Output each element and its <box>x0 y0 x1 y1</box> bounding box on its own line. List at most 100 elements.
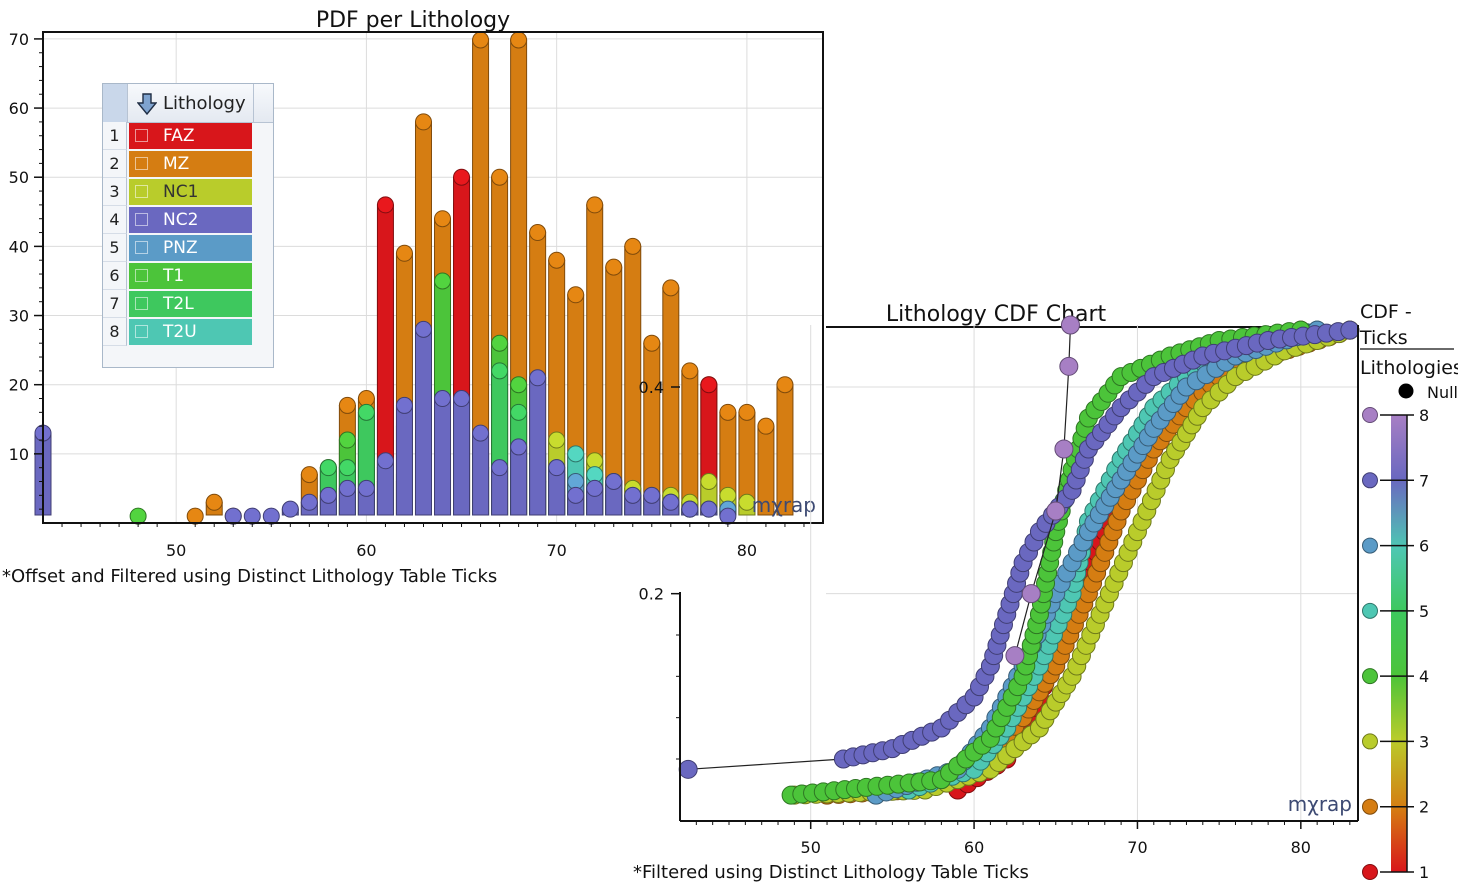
legend-swatch[interactable]: FAZ <box>129 123 252 149</box>
legend-row-mz[interactable]: 2 MZ <box>103 150 273 178</box>
cdf-point[interactable] <box>1059 356 1079 376</box>
pdf-point[interactable] <box>491 168 509 186</box>
pdf-point[interactable] <box>434 210 452 228</box>
pdf-point[interactable] <box>700 473 718 491</box>
pdf-point[interactable] <box>605 258 623 276</box>
legend-checkbox[interactable] <box>135 213 148 226</box>
pdf-point[interactable] <box>491 362 509 380</box>
pdf-point[interactable] <box>662 279 680 297</box>
pdf-point[interactable] <box>700 376 718 394</box>
pdf-point[interactable] <box>738 493 756 511</box>
pdf-point[interactable] <box>757 417 775 435</box>
pdf-point[interactable] <box>472 424 490 442</box>
legend-row-pnz[interactable]: 5 PNZ <box>103 234 273 262</box>
pdf-point[interactable] <box>357 479 375 497</box>
pdf-point[interactable] <box>643 486 661 504</box>
pdf-point[interactable] <box>338 459 356 477</box>
pdf-point[interactable] <box>357 403 375 421</box>
pdf-point[interactable] <box>414 320 432 338</box>
legend-swatch[interactable]: T2U <box>129 319 252 345</box>
legend-row-index: 1 <box>103 122 127 150</box>
pdf-point[interactable] <box>605 473 623 491</box>
pdf-point[interactable] <box>681 362 699 380</box>
color-scale-swatch <box>1362 602 1378 619</box>
legend-checkbox[interactable] <box>135 157 148 170</box>
legend-checkbox[interactable] <box>135 269 148 282</box>
legend-swatch[interactable]: PNZ <box>129 235 252 261</box>
pdf-point[interactable] <box>434 272 452 290</box>
pdf-point[interactable] <box>319 459 337 477</box>
legend-row-nc2[interactable]: 4 NC2 <box>103 206 273 234</box>
pdf-point[interactable] <box>300 493 318 511</box>
legend-checkbox[interactable] <box>135 241 148 254</box>
cdf-point[interactable] <box>1054 439 1074 459</box>
pdf-point[interactable] <box>300 466 318 484</box>
legend-checkbox[interactable] <box>135 185 148 198</box>
legend-swatch[interactable]: MZ <box>129 151 252 177</box>
lithology-legend-header[interactable]: Lithology <box>103 84 273 123</box>
pdf-point[interactable] <box>395 396 413 414</box>
pdf-point[interactable] <box>643 334 661 352</box>
legend-label: T1 <box>163 266 185 286</box>
legend-checkbox[interactable] <box>135 297 148 310</box>
pdf-point[interactable] <box>510 438 528 456</box>
pdf-point[interactable] <box>719 403 737 421</box>
pdf-point[interactable] <box>510 376 528 394</box>
pdf-point[interactable] <box>414 113 432 131</box>
legend-checkbox[interactable] <box>135 325 148 338</box>
legend-swatch[interactable]: T1 <box>129 263 252 289</box>
legend-row-faz[interactable]: 1 FAZ <box>103 122 273 150</box>
pdf-point[interactable] <box>548 459 566 477</box>
pdf-point[interactable] <box>205 493 223 511</box>
pdf-point[interactable] <box>510 403 528 421</box>
pdf-point[interactable] <box>338 396 356 414</box>
legend-row-nc1[interactable]: 3 NC1 <box>103 178 273 206</box>
pdf-point[interactable] <box>738 403 756 421</box>
pdf-point[interactable] <box>529 224 547 242</box>
cdf-point[interactable] <box>678 759 698 779</box>
pdf-point[interactable] <box>681 500 699 518</box>
cdf-point[interactable] <box>1005 646 1025 666</box>
pdf-point[interactable] <box>281 500 299 518</box>
pdf-point[interactable] <box>624 486 642 504</box>
pdf-point[interactable] <box>319 486 337 504</box>
legend-checkbox[interactable] <box>135 129 148 142</box>
pdf-point[interactable] <box>776 376 794 394</box>
cdf-point[interactable] <box>1046 501 1066 521</box>
legend-swatch[interactable]: NC2 <box>129 207 252 233</box>
pdf-point[interactable] <box>548 431 566 449</box>
pdf-point[interactable] <box>662 493 680 511</box>
pdf-point[interactable] <box>700 500 718 518</box>
sort-down-icon[interactable] <box>137 93 157 115</box>
pdf-point[interactable] <box>624 237 642 255</box>
legend-swatch[interactable]: NC1 <box>129 179 252 205</box>
cdf-point[interactable] <box>1060 315 1080 335</box>
pdf-point[interactable] <box>376 196 394 214</box>
cdf-point[interactable] <box>1021 584 1041 604</box>
pdf-point[interactable] <box>567 486 585 504</box>
pdf-point[interactable] <box>338 431 356 449</box>
pdf-point[interactable] <box>548 251 566 269</box>
pdf-point[interactable] <box>491 459 509 477</box>
pdf-point[interactable] <box>586 479 604 497</box>
pdf-point[interactable] <box>586 196 604 214</box>
legend-row-t2u[interactable]: 8 T2U <box>103 318 273 346</box>
cdf-point[interactable] <box>1340 320 1360 340</box>
color-scale-swatch <box>1362 472 1378 489</box>
pdf-watermark: mχrap <box>752 493 816 517</box>
legend-row-t1[interactable]: 6 T1 <box>103 262 273 290</box>
pdf-point[interactable] <box>453 390 471 408</box>
pdf-point[interactable] <box>376 452 394 470</box>
pdf-point[interactable] <box>567 286 585 304</box>
pdf-y-tick-label: 70 <box>9 30 29 49</box>
pdf-point[interactable] <box>453 168 471 186</box>
pdf-point[interactable] <box>491 334 509 352</box>
color-scale-tick-label: 3 <box>1419 732 1429 751</box>
pdf-point[interactable] <box>567 445 585 463</box>
legend-row-t2l[interactable]: 7 T2L <box>103 290 273 318</box>
pdf-point[interactable] <box>395 244 413 262</box>
pdf-point[interactable] <box>434 390 452 408</box>
pdf-point[interactable] <box>338 479 356 497</box>
legend-swatch[interactable]: T2L <box>129 291 252 317</box>
pdf-point[interactable] <box>529 369 547 387</box>
